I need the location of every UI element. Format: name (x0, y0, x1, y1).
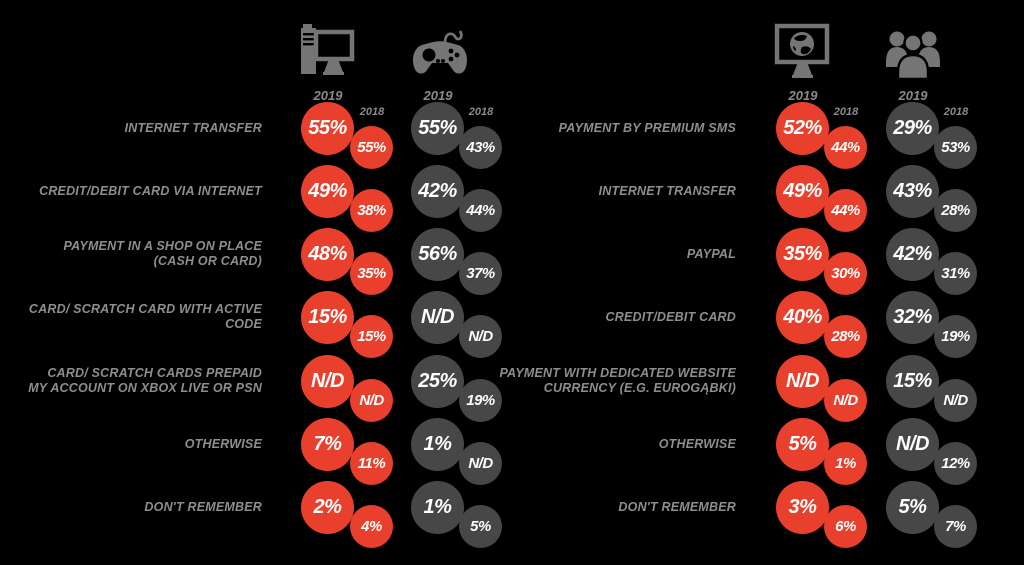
category-label: CARD/ SCRATCH CARD WITH ACTIVE CODE (28, 302, 262, 331)
bubble-2018: 5% (459, 505, 502, 548)
bubble-2018: 37% (459, 252, 502, 295)
bubble-2019: N/D (886, 418, 939, 471)
bubble-2019: 15% (886, 355, 939, 408)
bubble-2018: 7% (934, 505, 977, 548)
bubble-2019: 5% (776, 418, 829, 471)
category-label: OTHERWISE (184, 436, 262, 451)
bubble-2018: 15% (350, 315, 393, 358)
bubble-2019: 3% (776, 481, 829, 534)
desktop-computer-icon (297, 20, 355, 87)
bubble-2018: 28% (934, 189, 977, 232)
browser-globe-icon (773, 20, 831, 87)
year-2018-label: 2018 (468, 106, 494, 118)
bubble-2018: 53% (934, 126, 977, 169)
bubble-2019: 25% (411, 355, 464, 408)
bubble-2018: 44% (824, 189, 867, 232)
category-label: PAYMENT IN A SHOP ON PLACE (CASH OR CARD… (63, 239, 262, 268)
bubble-2018: 6% (824, 505, 867, 548)
category-label: OTHERWISE (658, 436, 736, 451)
year-2019-label: 2019 (423, 88, 453, 103)
category-label: CREDIT/DEBIT CARD VIA INTERNET (39, 183, 262, 198)
bubble-2018: 19% (934, 315, 977, 358)
bubble-2018: 28% (824, 315, 867, 358)
bubble-2018: N/D (459, 442, 502, 485)
bubble-2018: 30% (824, 252, 867, 295)
bubble-2019: 49% (301, 165, 354, 218)
people-group-icon (884, 26, 942, 85)
bubble-2018: N/D (350, 379, 393, 422)
bubble-2019: 43% (886, 165, 939, 218)
bubble-2019: 56% (411, 228, 464, 281)
bubble-2019: 49% (776, 165, 829, 218)
year-2018-label: 2018 (833, 106, 859, 118)
bubble-2019: 55% (411, 102, 464, 155)
bubble-2019: 42% (886, 228, 939, 281)
bubble-2019: 2% (301, 481, 354, 534)
bubble-2018: 11% (350, 442, 393, 485)
bubble-2019: 48% (301, 228, 354, 281)
bubble-2019: 1% (411, 481, 464, 534)
bubble-2018: 4% (350, 505, 393, 548)
bubble-2019: N/D (411, 291, 464, 344)
year-2018-label: 2018 (943, 106, 969, 118)
bubble-2018: N/D (459, 315, 502, 358)
year-2019-label: 2019 (788, 88, 818, 103)
category-label: PAYMENT BY PREMIUM SMS (558, 120, 736, 135)
bubble-2019: 29% (886, 102, 939, 155)
bubble-2019: 1% (411, 418, 464, 471)
bubble-2019: 35% (776, 228, 829, 281)
bubble-2019: 5% (886, 481, 939, 534)
category-label: CREDIT/DEBIT CARD (605, 309, 736, 324)
bubble-2019: 32% (886, 291, 939, 344)
bubble-2018: 43% (459, 126, 502, 169)
bubble-2018: N/D (934, 379, 977, 422)
bubble-2018: 44% (459, 189, 502, 232)
category-label: INTERNET TRANSFER (598, 183, 736, 198)
bubble-2018: 55% (350, 126, 393, 169)
bubble-2018: 38% (350, 189, 393, 232)
year-2018-label: 2018 (359, 106, 385, 118)
bubble-2019: 40% (776, 291, 829, 344)
bubble-2018: 31% (934, 252, 977, 295)
category-label: PAYPAL (686, 246, 736, 261)
year-2019-label: 2019 (898, 88, 928, 103)
bubble-2018: 19% (459, 379, 502, 422)
bubble-2018: N/D (824, 379, 867, 422)
year-2019-label: 2019 (313, 88, 343, 103)
bubble-2018: 1% (824, 442, 867, 485)
bubble-2019: 42% (411, 165, 464, 218)
bubble-2018: 35% (350, 252, 393, 295)
bubble-2018: 44% (824, 126, 867, 169)
bubble-2019: 15% (301, 291, 354, 344)
category-label: INTERNET TRANSFER (124, 120, 262, 135)
category-label: DON'T REMEMBER (144, 499, 262, 514)
category-label: DON'T REMEMBER (618, 499, 736, 514)
bubble-2019: 52% (776, 102, 829, 155)
bubble-2018: 12% (934, 442, 977, 485)
gamepad-icon (411, 28, 469, 83)
bubble-2019: 55% (301, 102, 354, 155)
category-label: PAYMENT WITH DEDICATED WEBSITE CURRENCY … (499, 366, 736, 395)
bubble-2019: N/D (301, 355, 354, 408)
bubble-2019: N/D (776, 355, 829, 408)
category-label: CARD/ SCRATCH CARDS PREPAID MY ACCOUNT O… (28, 366, 262, 395)
bubble-2019: 7% (301, 418, 354, 471)
